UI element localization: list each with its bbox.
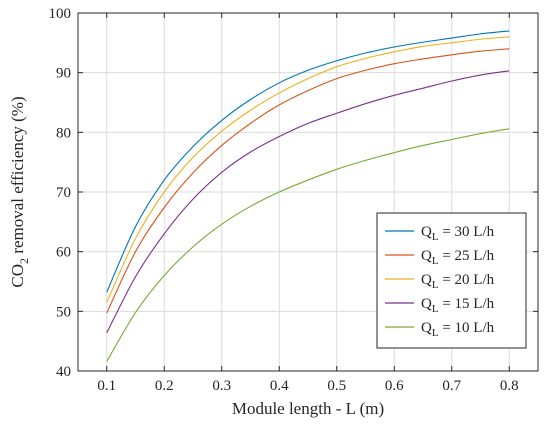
y-axis-label-subscript: 2 (17, 258, 31, 264)
legend-label-2: QL = 25 L/h (421, 248, 495, 267)
series-line-2 (106, 48, 510, 314)
y-tick-label: 50 (56, 304, 71, 320)
x-tick-label: 0.6 (385, 378, 404, 394)
grid-lines (78, 12, 538, 372)
y-axis-label-main: CO (8, 264, 27, 288)
x-tick-label: 0.8 (500, 378, 519, 394)
series-line-5 (106, 128, 510, 362)
series-line-1 (106, 30, 510, 293)
x-tick-label: 0.2 (155, 378, 174, 394)
legend-label-3: QL = 20 L/h (421, 272, 495, 291)
legend-entries: QL = 30 L/h QL = 25 L/h QL = 20 L/h QL = 15… (385, 224, 495, 339)
x-axis-ticks: 0.1 0.2 0.3 0.4 0.5 0.6 0.7 0.8 (97, 13, 519, 394)
x-tick-label: 0.7 (442, 378, 461, 394)
series-lines (106, 30, 510, 362)
legend-label-4: QL = 15 L/h (421, 296, 495, 315)
series-line-4 (106, 70, 510, 334)
legend-label-5: QL = 10 L/h (421, 320, 495, 339)
x-axis-label: Module length - L (m) (232, 399, 384, 418)
y-tick-label: 70 (56, 185, 71, 201)
x-tick-label: 0.1 (97, 378, 116, 394)
y-tick-label: 40 (56, 364, 71, 380)
legend-box (376, 212, 527, 349)
y-tick-label: 80 (56, 125, 71, 141)
legend-label-1: QL = 30 L/h (421, 224, 495, 243)
x-tick-label: 0.4 (270, 378, 289, 394)
y-axis-ticks: 40 50 60 70 80 90 100 (49, 6, 538, 380)
x-tick-label: 0.5 (327, 378, 346, 394)
y-tick-label: 60 (56, 245, 71, 261)
y-tick-label: 90 (56, 66, 71, 82)
x-tick-label: 0.3 (212, 378, 231, 394)
y-tick-label: 100 (49, 6, 72, 22)
y-axis-label-rest: removal efficiency (%) (8, 96, 27, 258)
series-line-3 (106, 36, 510, 303)
y-axis-label: CO2 removal efficiency (%) (8, 96, 31, 287)
legend: QL = 30 L/h QL = 25 L/h QL = 20 L/h QL = 15… (376, 212, 527, 349)
